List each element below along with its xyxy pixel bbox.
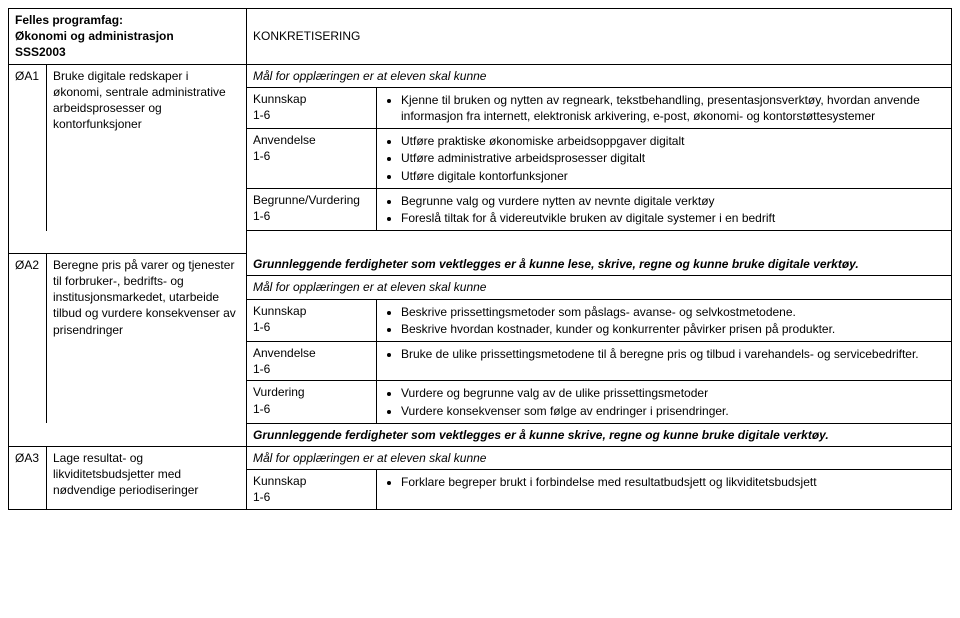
oa2-kunnskap-b2: Beskrive hvordan kostnader, kunder og ko…: [401, 321, 945, 337]
header-right: KONKRETISERING: [247, 9, 952, 65]
spacer-right: [247, 231, 952, 254]
oa3-code: ØA3: [9, 446, 47, 509]
oa2-kunnskap-cell: Kunnskap 1-6: [247, 299, 377, 341]
oa2-vurdering-cell: Vurdering 1-6: [247, 381, 377, 423]
oa2-code: ØA2: [9, 253, 47, 423]
oa1-anvendelse-b2: Utføre administrative arbeidsprosesser d…: [401, 150, 945, 166]
oa2-kunnskap-label: Kunnskap: [253, 304, 306, 318]
oa2-mal: Mål for opplæringen er at eleven skal ku…: [247, 276, 952, 299]
header-line1: Felles programfag:: [15, 13, 123, 27]
spacer2-desc: [47, 423, 247, 446]
oa3-kunnskap-label: Kunnskap: [253, 474, 306, 488]
oa2-desc: Beregne pris på varer og tjenester til f…: [47, 253, 247, 423]
oa1-anvendelse-b1: Utføre praktiske økonomiske arbeidsoppga…: [401, 133, 945, 149]
oa1-begrunne-label: Begrunne/Vurdering: [253, 193, 360, 207]
spacer-code: [9, 231, 47, 254]
oa1-kunnskap-range: 1-6: [253, 108, 270, 122]
oa2-vurdering-b2: Vurdere konsekvenser som følge av endrin…: [401, 403, 945, 419]
oa3-kunnskap-cell: Kunnskap 1-6: [247, 470, 377, 509]
oa1-anvendelse-b3: Utføre digitale kontorfunksjoner: [401, 168, 945, 184]
oa1-begrunne-range: 1-6: [253, 209, 270, 223]
oa3-kunnskap-bullets: Forklare begreper brukt i forbindelse me…: [377, 470, 952, 509]
oa2-anvendelse-range: 1-6: [253, 362, 270, 376]
oa2-anvendelse-label: Anvendelse: [253, 346, 316, 360]
spacer2-code: [9, 423, 47, 446]
header-line3: SSS2003: [15, 45, 66, 59]
oa2-anvendelse-cell: Anvendelse 1-6: [247, 342, 377, 381]
oa1-anvendelse-range: 1-6: [253, 149, 270, 163]
oa3-desc: Lage resultat- og likviditetsbudsjetter …: [47, 446, 247, 509]
oa1-begrunne-bullets: Begrunne valg og vurdere nytten av nevnt…: [377, 188, 952, 230]
oa2-vurdering-bullets: Vurdere og begrunne valg av de ulike pri…: [377, 381, 952, 423]
oa1-begrunne-b1: Begrunne valg og vurdere nytten av nevnt…: [401, 193, 945, 209]
oa2-kunnskap-bullets: Beskrive prissettingsmetoder som påslags…: [377, 299, 952, 341]
oa1-anvendelse-label: Anvendelse: [253, 133, 316, 147]
oa2-kunnskap-range: 1-6: [253, 320, 270, 334]
oa1-kunnskap-b1: Kjenne til bruken og nytten av regneark,…: [401, 92, 945, 124]
oa2-vurdering-range: 1-6: [253, 402, 270, 416]
oa1-anvendelse-bullets: Utføre praktiske økonomiske arbeidsoppga…: [377, 129, 952, 189]
header-left: Felles programfag: Økonomi og administra…: [9, 9, 247, 65]
oa1-begrunne-b2: Foreslå tiltak for å videreutvikle bruke…: [401, 210, 945, 226]
oa1-kunnskap-bullets: Kjenne til bruken og nytten av regneark,…: [377, 87, 952, 128]
curriculum-table: Felles programfag: Økonomi og administra…: [8, 8, 952, 510]
oa2-vurdering-b1: Vurdere og begrunne valg av de ulike pri…: [401, 385, 945, 401]
oa3-kunnskap-b1: Forklare begreper brukt i forbindelse me…: [401, 474, 945, 490]
oa3-grunn: Grunnleggende ferdigheter som vektlegges…: [247, 423, 952, 446]
spacer-desc: [47, 231, 247, 254]
header-line2: Økonomi og administrasjon: [15, 29, 174, 43]
oa1-anvendelse-cell: Anvendelse 1-6: [247, 129, 377, 189]
oa2-anvendelse-b1: Bruke de ulike prissettingsmetodene til …: [401, 346, 945, 362]
oa3-mal: Mål for opplæringen er at eleven skal ku…: [247, 446, 952, 469]
oa2-vurdering-label: Vurdering: [253, 385, 305, 399]
oa1-desc: Bruke digitale redskaper i økonomi, sent…: [47, 64, 247, 231]
oa1-mal: Mål for opplæringen er at eleven skal ku…: [247, 64, 952, 87]
oa1-begrunne-cell: Begrunne/Vurdering 1-6: [247, 188, 377, 230]
oa2-grunn: Grunnleggende ferdigheter som vektlegges…: [247, 253, 952, 276]
oa2-anvendelse-bullets: Bruke de ulike prissettingsmetodene til …: [377, 342, 952, 381]
oa3-kunnskap-range: 1-6: [253, 490, 270, 504]
header-konk: KONKRETISERING: [253, 29, 360, 43]
oa1-code: ØA1: [9, 64, 47, 231]
oa2-kunnskap-b1: Beskrive prissettingsmetoder som påslags…: [401, 304, 945, 320]
oa1-kunnskap-cell: Kunnskap 1-6: [247, 87, 377, 128]
oa1-kunnskap-label: Kunnskap: [253, 92, 306, 106]
